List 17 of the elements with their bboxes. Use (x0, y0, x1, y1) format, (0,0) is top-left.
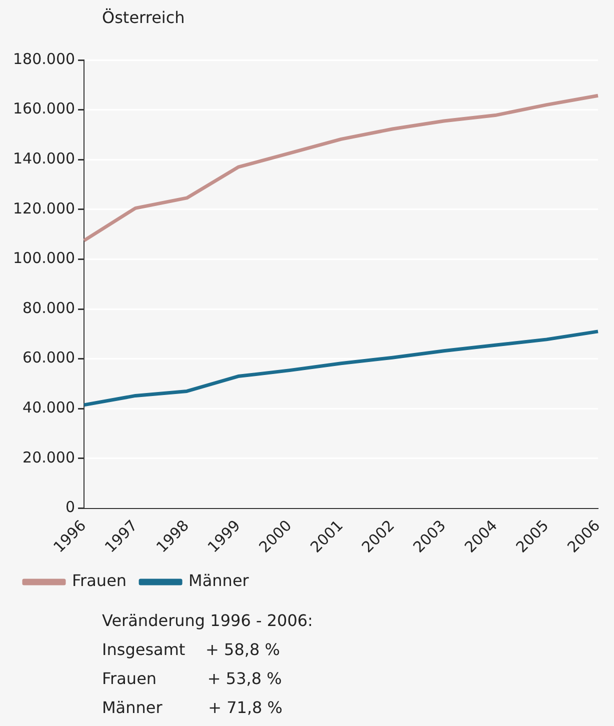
y-tick-label: 40.000 (22, 398, 76, 417)
legend-label: Frauen (72, 571, 127, 590)
y-tick-label: 60.000 (22, 348, 76, 367)
chart-title: Österreich (102, 8, 185, 27)
y-tick-label: 0 (65, 498, 76, 516)
y-tick-label: 120.000 (13, 199, 76, 218)
y-tick-label: 20.000 (22, 448, 76, 466)
text: Männer + 71,8 % (102, 697, 284, 719)
y-tick-label: 80.000 (22, 298, 76, 317)
y-tick-label: 180.000 (13, 50, 76, 68)
text: Insgesamt + 58,8 % (102, 639, 281, 661)
text: Frauen + 53,8 % (102, 668, 283, 690)
text: Veränderung 1996 - 2006: (102, 610, 313, 632)
y-tick-label: 140.000 (13, 150, 76, 168)
y-tick-label: 160.000 (13, 100, 76, 118)
y-tick-label: 100.000 (13, 249, 76, 268)
legend-label: Männer (188, 571, 250, 590)
